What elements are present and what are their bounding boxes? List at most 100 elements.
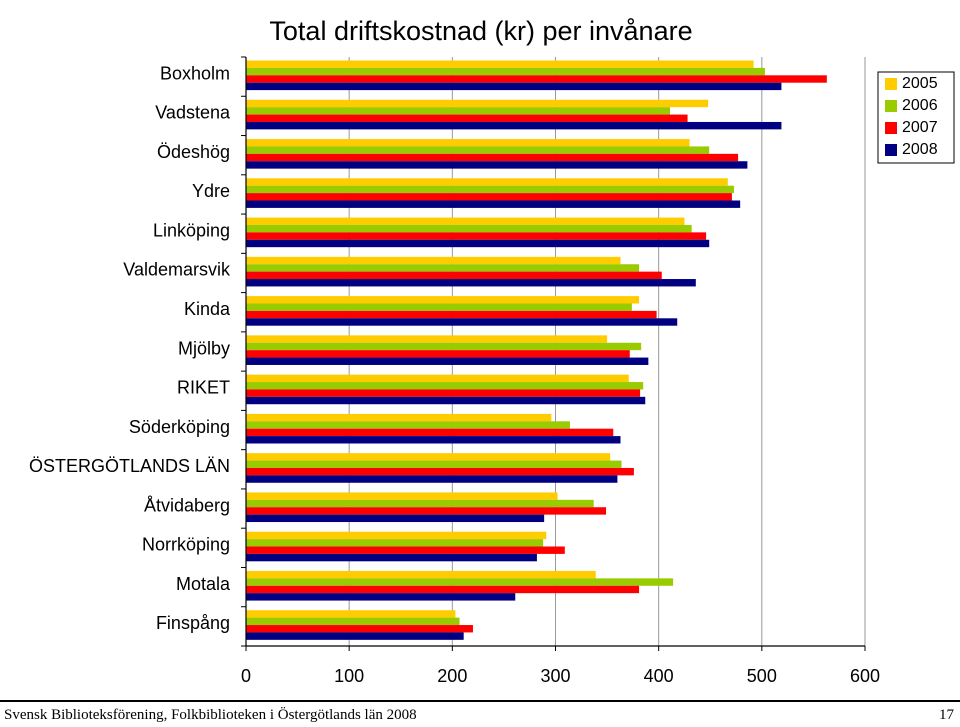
bar [246, 460, 622, 468]
x-tick-label: 300 [540, 666, 570, 686]
category-label: Vadstena [155, 103, 231, 123]
bar [246, 585, 640, 594]
bar [246, 389, 641, 397]
bar [246, 60, 754, 68]
page-footer: Svensk Biblioteksförening, Folkbibliotek… [0, 700, 960, 727]
x-tick-label: 600 [850, 666, 880, 686]
x-tick-labels: 0 100 200 300 400 500 600 [241, 666, 880, 686]
legend-swatch [885, 122, 897, 134]
bar [246, 310, 657, 319]
legend-label: 2008 [902, 141, 938, 158]
category-label: ÖSTERGÖTLANDS LÄN [29, 456, 230, 476]
category-label: Kinda [184, 299, 231, 319]
bar [246, 374, 629, 383]
bar [246, 256, 621, 265]
bar [246, 617, 460, 626]
bar [246, 271, 662, 280]
bar [246, 453, 611, 461]
legend-swatch [885, 144, 897, 156]
bar [246, 232, 707, 240]
bar [246, 413, 552, 422]
bar [246, 342, 642, 351]
bar [246, 264, 640, 272]
x-tick-label: 100 [334, 666, 364, 686]
footer-page-number: 17 [939, 707, 954, 723]
bar [246, 428, 614, 437]
bar [246, 553, 537, 562]
legend-label: 2005 [902, 75, 938, 92]
category-label: Ödeshög [157, 142, 230, 162]
bar [246, 467, 634, 476]
x-tick-label: 500 [747, 666, 777, 686]
bar [246, 475, 618, 483]
bar [246, 200, 741, 208]
category-label: RIKET [177, 378, 230, 398]
bar [246, 99, 709, 108]
bar [246, 593, 516, 601]
x-tick-label: 200 [437, 666, 467, 686]
category-label: Motala [176, 574, 231, 594]
bar [246, 107, 671, 115]
bar [246, 382, 644, 390]
category-label: Finspång [156, 613, 230, 633]
bar [246, 114, 688, 122]
legend-swatch [885, 78, 897, 90]
bar [246, 578, 674, 586]
x-tick-label: 0 [241, 666, 251, 686]
bar [246, 318, 678, 326]
bar [246, 396, 646, 405]
bar [246, 193, 732, 201]
bar-chart: Total driftskostnad (kr) per invånare Bo… [29, 16, 955, 686]
bar [246, 492, 558, 500]
bar [246, 75, 827, 83]
bar [246, 178, 728, 186]
bar [246, 625, 473, 633]
category-labels: Boxholm Vadstena Ödeshög Ydre Linköping Valde… [29, 63, 231, 633]
bar [246, 121, 782, 130]
footer-source: Svensk Biblioteksförening, Folkbibliotek… [4, 707, 417, 723]
bar [246, 514, 545, 523]
bar [246, 507, 607, 515]
bar [246, 185, 734, 194]
bar [246, 546, 565, 554]
bars [246, 60, 827, 640]
bar [246, 296, 640, 304]
legend: 2005 2006 2007 2008 [877, 71, 955, 164]
bar [246, 436, 621, 444]
category-label: Åtvidaberg [144, 495, 230, 515]
legend-swatch [885, 100, 897, 112]
bar [246, 303, 632, 311]
category-label: Boxholm [160, 63, 230, 83]
category-label: Valdemarsvik [123, 260, 231, 280]
bar [246, 217, 685, 225]
bar [246, 139, 690, 147]
bar [246, 82, 782, 91]
bar [246, 153, 739, 162]
bar [246, 335, 608, 343]
bar [246, 421, 570, 429]
bar [246, 632, 464, 640]
bar [246, 161, 748, 169]
bar [246, 279, 696, 287]
bar [246, 539, 544, 547]
bar [246, 67, 765, 76]
legend-label: 2006 [902, 97, 938, 114]
bar [246, 146, 710, 154]
bar [246, 224, 692, 233]
bar [246, 350, 630, 358]
legend-label: 2007 [902, 119, 938, 136]
x-tick-label: 400 [644, 666, 674, 686]
bar [246, 239, 710, 248]
bar [246, 570, 596, 579]
bar [246, 610, 456, 618]
category-label: Linköping [153, 220, 230, 240]
category-label: Söderköping [129, 417, 230, 437]
category-label: Ydre [192, 181, 230, 201]
bar [246, 531, 547, 540]
bar [246, 499, 594, 508]
bar [246, 357, 649, 365]
axes [241, 56, 866, 651]
category-label: Norrköping [142, 535, 230, 555]
chart-title: Total driftskostnad (kr) per invånare [269, 16, 692, 46]
category-label: Mjölby [178, 338, 230, 358]
